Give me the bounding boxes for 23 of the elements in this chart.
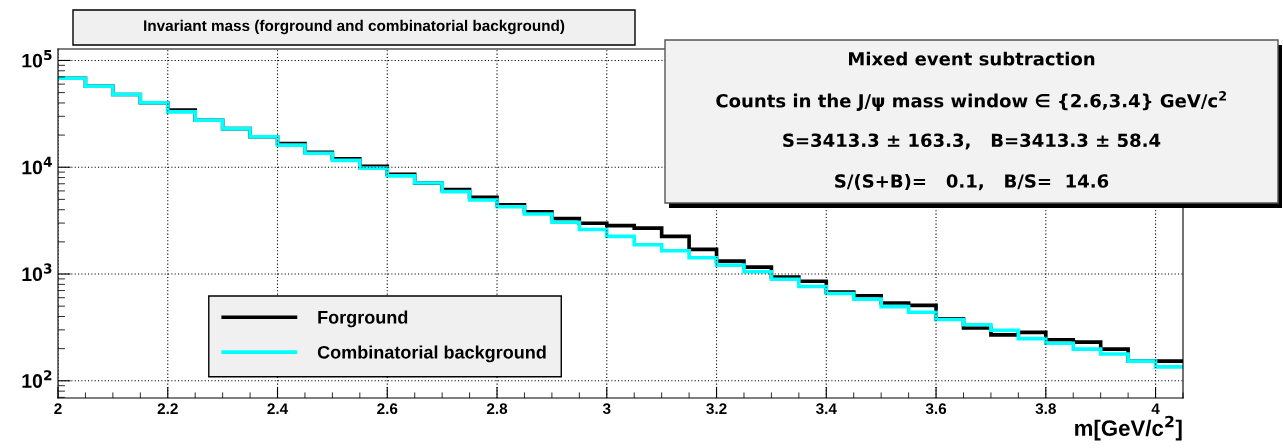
annotation: Counts in the J/ψ mass window ∈ {2.6,3.4} GeV/c$^{2}$: [716, 91, 1226, 112]
annotation: Mixed event subtraction: [849, 51, 1095, 66]
x-tick-label: 2.4: [267, 403, 289, 414]
y-tick-label: 10$^{5}$: [22, 49, 52, 68]
x-tick-label: 4: [1151, 403, 1160, 414]
x-tick-label: 3.4: [816, 403, 837, 415]
x-tick-label: 3.2: [706, 403, 727, 415]
x-tick-label: 2.8: [486, 403, 508, 415]
x-tick-label: 3.6: [925, 403, 947, 415]
legend-label: Forground: [318, 310, 408, 328]
annotation: S/(S+B)= 0.1, B/S= 14.6: [835, 173, 1109, 191]
chart-title: Invariant mass (forground and combinatorial background): [144, 19, 565, 35]
x-tick-label: 3.8: [1035, 403, 1056, 415]
annotation: S=3413.3 ± 163.3, B=3413.3 ± 58.4: [783, 133, 1161, 150]
x-tick-label: 3: [602, 403, 611, 415]
x-tick-label: 2: [54, 403, 62, 414]
x-axis-title: m[GeV/c$^{2}$]: [1075, 415, 1182, 441]
y-tick-label: 10$^{3}$: [22, 263, 52, 282]
legend-label: Combinatorial background: [317, 345, 546, 363]
y-tick-label: 10$^{2}$: [22, 370, 52, 388]
x-tick-label: 2.6: [377, 403, 398, 415]
y-tick-label: 10$^{4}$: [22, 156, 52, 175]
x-tick-label: 2.2: [157, 403, 178, 414]
